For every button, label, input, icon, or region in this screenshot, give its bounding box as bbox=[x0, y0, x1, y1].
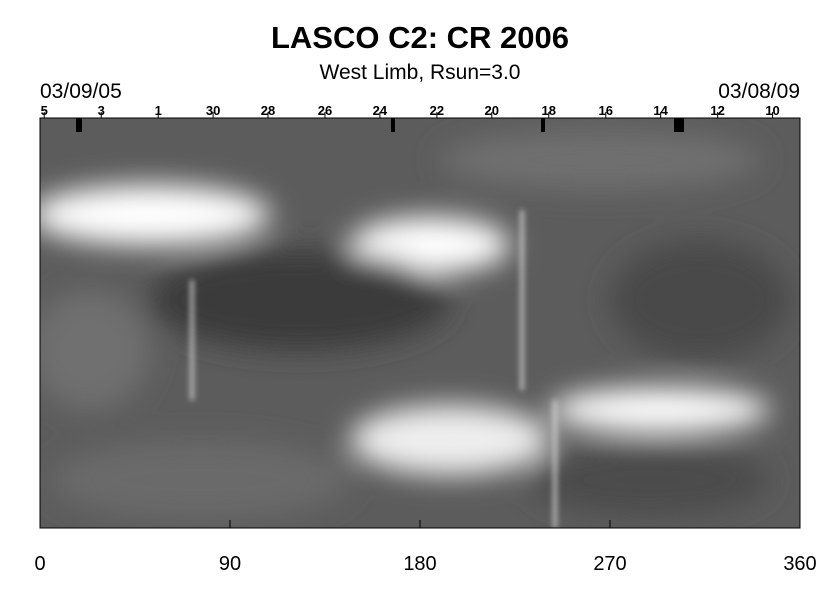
start-date: 03/09/05 bbox=[40, 80, 122, 103]
data-gaps bbox=[76, 118, 684, 132]
chart-subtitle: West Limb, Rsun=3.0 bbox=[320, 61, 521, 84]
x-tick-label: 90 bbox=[219, 553, 241, 575]
end-date: 03/08/09 bbox=[718, 80, 800, 103]
top-tick-label: 20 bbox=[485, 103, 499, 118]
chart-title: LASCO C2: CR 2006 bbox=[271, 20, 569, 55]
top-tick-label: 14 bbox=[653, 103, 668, 118]
top-tick-label: 5 bbox=[41, 103, 48, 118]
top-tick-label: 26 bbox=[318, 103, 332, 118]
top-tick-label: 18 bbox=[542, 103, 556, 118]
top-tick-label: 16 bbox=[599, 103, 613, 118]
top-tick-label: 22 bbox=[430, 103, 444, 118]
x-tick-label: 270 bbox=[593, 553, 626, 575]
top-tick-label: 24 bbox=[373, 103, 388, 118]
x-tick-label: 360 bbox=[783, 553, 816, 575]
top-tick-label: 3 bbox=[98, 103, 105, 118]
top-tick-label: 10 bbox=[765, 103, 779, 118]
top-tick-label: 28 bbox=[261, 103, 275, 118]
top-tick-label: 30 bbox=[206, 103, 220, 118]
top-tick-label: 1 bbox=[155, 103, 162, 118]
top-tick-label: 12 bbox=[710, 103, 724, 118]
synoptic-image bbox=[40, 118, 800, 528]
x-tick-label: 180 bbox=[403, 553, 436, 575]
x-tick-label: 0 bbox=[34, 553, 45, 575]
